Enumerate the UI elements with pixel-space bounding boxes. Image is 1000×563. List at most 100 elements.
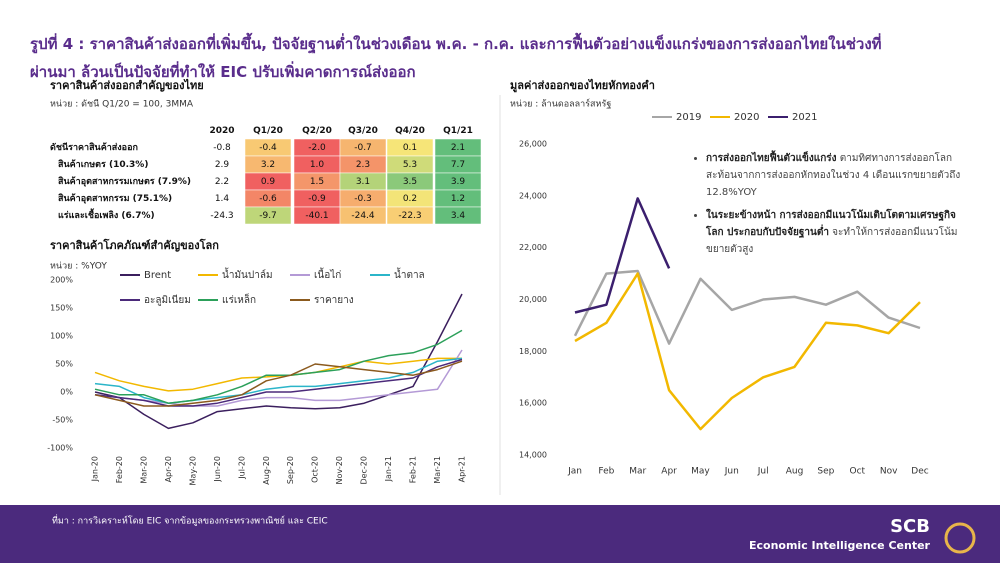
cell-value: -0.7 xyxy=(354,143,372,153)
column-header: Q4/20 xyxy=(395,126,425,136)
legend-label: อะลูมิเนียม xyxy=(144,294,191,306)
note-bold: ในระยะข้างหน้า การส่งออกมีแนวโน้มเติบโตต… xyxy=(706,210,956,238)
note: ในระยะข้างหน้า การส่งออกมีแนวโน้มเติบโตต… xyxy=(706,207,965,258)
x-tick-label: May-20 xyxy=(188,456,197,485)
series-line xyxy=(574,272,921,431)
x-tick-label: Jan-20 xyxy=(91,456,100,482)
row-label: สินค้าเกษตร (10.3%) xyxy=(57,159,148,170)
cell-value: 5.3 xyxy=(403,160,417,170)
org-name: Economic Intelligence Center xyxy=(749,539,931,552)
legend-label: Brent xyxy=(144,270,171,281)
x-tick-label: Apr-21 xyxy=(458,456,467,482)
series-line xyxy=(94,357,463,404)
cell-value: -0.6 xyxy=(259,194,277,204)
title-line: รูปที่ 4 : ราคาสินค้าส่งออกที่เพิ่มขึ้น,… xyxy=(30,35,882,53)
heat-cell xyxy=(244,206,292,225)
cell-value: 2.9 xyxy=(215,160,230,170)
cell-value: 1.4 xyxy=(215,194,230,204)
column-header: 2020 xyxy=(209,126,234,136)
cell-value: 0.2 xyxy=(403,194,417,204)
note-text: จะทำให้การส่งออกมีแนวโน้มขยายตัวสูง xyxy=(706,227,958,255)
cell-value: 3.2 xyxy=(261,160,275,170)
x-tick-label: Nov xyxy=(880,467,898,477)
x-tick-label: Jan-21 xyxy=(384,456,393,482)
y-tick-label: -100% xyxy=(47,444,73,453)
logo-mark xyxy=(944,522,976,554)
heat-cell xyxy=(434,206,482,225)
cell-value: -22.3 xyxy=(398,211,421,221)
y-tick-label: 16,000 xyxy=(519,399,547,408)
cell-value: -24.4 xyxy=(351,211,375,221)
series-line xyxy=(573,269,921,345)
cell-value: 7.7 xyxy=(451,160,465,170)
cell-value: -2.0 xyxy=(308,143,326,153)
cell-value: 3.5 xyxy=(403,177,417,187)
column-header: Q1/21 xyxy=(443,126,473,136)
y-tick-label: 200% xyxy=(50,276,73,285)
cell-value: 0.9 xyxy=(261,177,276,187)
series-line xyxy=(94,357,462,392)
cell-value: 3.1 xyxy=(356,177,370,187)
x-tick-label: Oct xyxy=(849,467,865,477)
heat-cell xyxy=(386,206,434,225)
legend-label: แร่เหล็ก xyxy=(222,292,256,306)
y-tick-label: 20,000 xyxy=(519,295,547,304)
series-line xyxy=(94,358,463,407)
table-title: ราคาสินค้าส่งออกสำคัญของไทย xyxy=(50,78,204,92)
y-tick-label: 18,000 xyxy=(519,347,547,356)
cell-value: -24.3 xyxy=(210,211,233,221)
y-tick-label: -50% xyxy=(52,416,73,425)
chart-title: มูลค่าส่งออกของไทยหักทองคำ xyxy=(510,78,655,93)
x-tick-label: May xyxy=(691,467,710,477)
x-tick-label: Sep-20 xyxy=(286,456,295,484)
series-line xyxy=(94,360,463,407)
y-tick-label: 14,000 xyxy=(519,451,547,460)
series-line xyxy=(94,349,463,407)
notes: การส่งออกไทยฟื้นตัวแข็งแกร่ง ตามทิศทางกา… xyxy=(690,150,965,264)
cell-value: 2.3 xyxy=(356,160,370,170)
legend-label: เนื้อไก่ xyxy=(314,267,341,281)
x-tick-label: Jun-20 xyxy=(213,456,222,483)
legend-label: 2021 xyxy=(792,112,817,123)
x-tick-label: Jul xyxy=(757,467,769,477)
x-tick-label: Mar-21 xyxy=(433,456,442,484)
logo-text: SCB xyxy=(890,516,930,537)
column-header: Q2/20 xyxy=(302,126,332,136)
note-text: ตามทิศทางการส่งออกโลก สะท้อนจากการส่งออก… xyxy=(706,153,961,198)
note-bold: การส่งออกไทยฟื้นตัวแข็งแกร่ง xyxy=(706,153,837,164)
x-tick-label: Feb-20 xyxy=(115,456,124,483)
row-label: ดัชนีราคาสินค้าส่งออก xyxy=(50,142,138,153)
cell-value: 3.9 xyxy=(451,177,466,187)
row-label: สินค้าอุตสาหกรรมเกษตร (7.9%) xyxy=(57,176,190,187)
cell-value: -0.9 xyxy=(308,194,326,204)
legend-label: น้ำมันปาล์ม xyxy=(222,267,273,281)
x-tick-label: Sep xyxy=(817,467,834,477)
x-tick-label: Mar-20 xyxy=(139,456,148,484)
cell-value: -0.8 xyxy=(213,143,231,153)
footer-band xyxy=(0,505,1000,563)
x-tick-label: Apr-20 xyxy=(164,456,173,482)
y-tick-label: 22,000 xyxy=(519,243,547,252)
x-tick-label: Jan xyxy=(567,467,582,477)
cell-value: 1.5 xyxy=(310,177,324,187)
note-list: การส่งออกไทยฟื้นตัวแข็งแกร่ง ตามทิศทางกา… xyxy=(690,150,965,258)
cell-value: 2.1 xyxy=(451,143,465,153)
x-tick-label: Aug xyxy=(786,467,804,477)
chart-unit: หน่วย : %YOY xyxy=(50,262,107,272)
cell-value: 3.4 xyxy=(451,211,466,221)
cell-value: -40.1 xyxy=(305,211,328,221)
series-line xyxy=(94,293,463,430)
heat-cell xyxy=(339,206,387,225)
column-header: Q3/20 xyxy=(348,126,378,136)
y-tick-label: 50% xyxy=(55,360,73,369)
cell-value: -9.7 xyxy=(259,211,277,221)
legend-label: 2019 xyxy=(676,112,701,123)
y-tick-label: 100% xyxy=(50,332,73,341)
y-tick-label: 150% xyxy=(50,304,73,313)
y-tick-label: 0% xyxy=(60,388,73,397)
cell-value: 0.1 xyxy=(403,143,417,153)
row-label: สินค้าอุตสาหกรรม (75.1%) xyxy=(57,193,172,204)
cell-value: 1.2 xyxy=(451,194,465,204)
